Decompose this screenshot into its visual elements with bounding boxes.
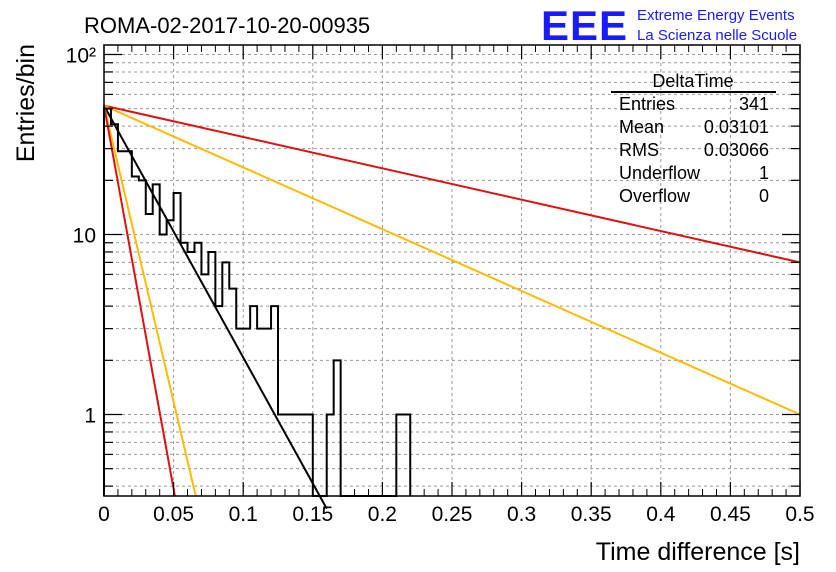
fit-line-5: [103, 105, 176, 497]
x-tick-label: 0.3: [507, 503, 536, 526]
eee-logo: EEE: [541, 2, 628, 49]
logo-line-2: La Scienza nelle Scuole: [637, 27, 797, 44]
fit-line-4: [103, 105, 197, 497]
axis-ticks: [103, 45, 801, 496]
stats-label-underflow: Underflow: [619, 163, 701, 183]
fit-line-2: [103, 104, 801, 264]
x-tick-labels: 0 0.05 0.1 0.15 0.2 0.25 0.3 0.35 0.4 0.45 0.5: [98, 503, 814, 526]
stats-label-rms: RMS: [619, 140, 659, 160]
stats-box: DeltaTime Entries 341 Mean 0.03101 RMS 0.03066…: [611, 71, 776, 206]
x-tick-label: 0.25: [432, 503, 473, 526]
run-title: ROMA-02-2017-10-20-00935: [84, 13, 370, 38]
y-axis-title: Entries/bin: [12, 44, 40, 162]
stats-value-mean: 0.03101: [704, 117, 769, 137]
x-axis-title: Time difference [s]: [596, 538, 800, 566]
x-tick-label: 0.2: [368, 503, 397, 526]
stats-value-rms: 0.03066: [704, 140, 769, 160]
x-tick-label: 0.4: [646, 503, 676, 526]
x-tick-label: 0: [98, 503, 110, 526]
stats-label-mean: Mean: [619, 117, 664, 137]
x-tick-label: 0.05: [153, 503, 194, 526]
y-tick-label: 10: [73, 225, 96, 248]
stats-value-underflow: 1: [759, 163, 769, 183]
stats-label-overflow: Overflow: [619, 186, 691, 206]
fit-line-3: [103, 104, 801, 416]
stats-value-overflow: 0: [759, 186, 769, 206]
x-tick-label: 0.45: [710, 503, 751, 526]
y-tick-label: 10²: [66, 45, 96, 68]
x-tick-label: 0.15: [292, 503, 333, 526]
stats-label-entries: Entries: [619, 94, 675, 114]
stats-value-entries: 341: [739, 94, 769, 114]
x-tick-label: 0.5: [785, 503, 814, 526]
y-tick-labels: 1 10 10²: [66, 45, 96, 428]
y-tick-label: 1: [84, 405, 96, 428]
histogram: [103, 107, 412, 497]
fit-lines: [103, 104, 801, 510]
x-tick-label: 0.35: [571, 503, 612, 526]
stats-box-title: DeltaTime: [652, 71, 733, 91]
x-tick-label: 0.1: [229, 503, 258, 526]
logo-line-1: Extreme Energy Events: [637, 7, 795, 24]
